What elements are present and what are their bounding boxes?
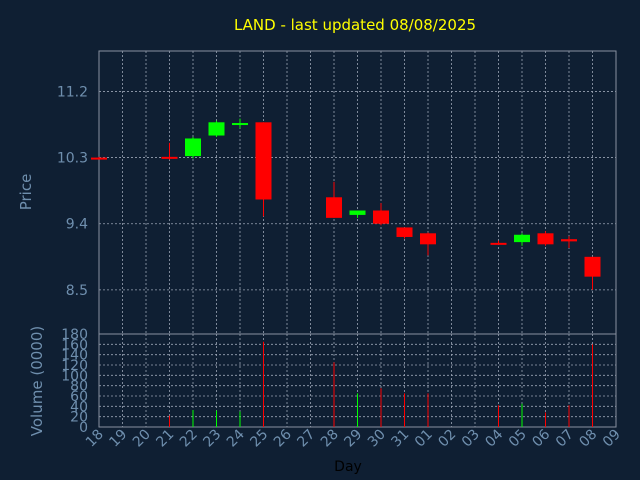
x-axis-label: Day: [334, 459, 362, 475]
volume-tick-label: 60: [70, 389, 88, 405]
candle-body: [208, 122, 225, 136]
candle-body: [537, 233, 554, 245]
price-tick-label: 10.3: [57, 151, 88, 167]
chart-title: LAND - last updated 08/08/2025: [234, 16, 476, 34]
candle-body: [373, 210, 389, 224]
price-axis-label: Price: [17, 174, 35, 211]
candle-body: [349, 210, 366, 215]
price-tick-label: 8.5: [66, 283, 88, 299]
candle-body: [91, 157, 107, 160]
price-tick-label: 11.2: [57, 84, 88, 100]
x-tick-labels: 18 19 20 21 22 23 24 25 26 27 28 29 30 31 01 02 03 04 05 06…: [83, 426, 624, 450]
volume-tick-label: 20: [70, 410, 88, 426]
candle-body: [514, 234, 530, 243]
candle-body: [420, 233, 436, 245]
candle-body: [326, 197, 342, 218]
candle-body: [232, 123, 248, 126]
candle-body: [255, 122, 272, 200]
candle-body: [490, 242, 507, 245]
candles: [91, 118, 601, 290]
candle-body: [161, 156, 178, 159]
volume-tick-label: 180: [61, 327, 88, 343]
volume-tick-label: 0: [79, 420, 88, 436]
volume-tick-label: 120: [61, 358, 88, 374]
volume-tick-label: 100: [61, 368, 88, 384]
price-tick-label: 9.4: [66, 217, 88, 233]
candle-body: [561, 239, 577, 242]
volume-tick-label: 80: [70, 379, 88, 395]
candle-body: [584, 256, 601, 277]
volume-tick-label: 140: [61, 348, 88, 364]
volume-tick-label: 40: [70, 399, 88, 415]
candle-body: [185, 138, 201, 157]
volume-bars: [169, 341, 593, 427]
volume-axis-label: Volume (0000): [28, 326, 46, 436]
volume-tick-label: 160: [61, 337, 88, 353]
price-tick-labels: 8.5 9.4 10.3 11.2: [57, 84, 88, 298]
candle-body: [396, 227, 413, 237]
